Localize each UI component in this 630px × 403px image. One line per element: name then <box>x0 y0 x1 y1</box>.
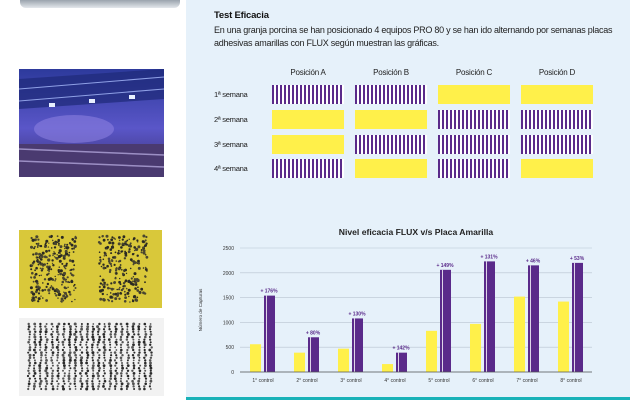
x-tick-label: 8° control <box>560 378 581 384</box>
bar-annotation: + 131% <box>480 254 498 260</box>
top-image-edge <box>20 0 180 8</box>
schedule-row-label: 1ª semana <box>214 90 248 99</box>
y-tick-label: 0 <box>231 370 234 376</box>
yellow-plate-cell <box>355 159 427 178</box>
yellow-plate-cell <box>521 85 593 104</box>
schedule-column-header: Posición A <box>290 68 326 77</box>
x-tick-label: 6° control <box>472 378 493 384</box>
section-title: Test Eficacia <box>214 10 269 21</box>
y-tick-label: 1000 <box>223 320 234 326</box>
flux-bar <box>308 337 319 372</box>
schedule-row-label: 2ª semana <box>214 115 248 124</box>
efficacy-bar-chart: Nivel eficacia FLUX v/s Placa Amarilla 0 5… <box>198 227 592 384</box>
yellow-plate-bar <box>294 352 305 372</box>
schedule-row-label: 3ª semana <box>214 140 248 149</box>
x-tick-label: 5° control <box>428 378 449 384</box>
yellow-plate-bar <box>382 364 393 372</box>
yellow-plate-cell <box>272 135 344 154</box>
schedule-column-header: Posición B <box>373 68 409 77</box>
bar-annotation: + 149% <box>436 263 454 269</box>
x-tick-label: 2° control <box>296 378 317 384</box>
bar-annotation: + 176% <box>260 289 278 295</box>
flux-plate-cell <box>438 110 510 129</box>
flux-bar <box>484 261 495 372</box>
flux-bar <box>396 352 407 372</box>
x-tick-label: 7° control <box>516 378 537 384</box>
flux-plate-cell <box>272 85 344 104</box>
yellow-plate-cell <box>272 110 344 129</box>
flux-plate-cell <box>438 159 510 178</box>
barn-photo-icon <box>19 69 164 177</box>
flux-bar <box>264 295 275 372</box>
schedule-column-header: Posición D <box>538 68 576 77</box>
bar-annotation: + 142% <box>392 346 410 352</box>
flux-plate-cell <box>521 135 593 154</box>
flux-plate-cell <box>355 85 427 104</box>
flux-bar <box>572 262 583 372</box>
flux-trap-photo-icon <box>19 318 164 396</box>
yellow-plate-bar <box>514 296 525 372</box>
x-tick-label: 3° control <box>340 378 361 384</box>
section-description: En una granja porcina se han posicionado… <box>214 25 613 48</box>
bar-annotation: + 53% <box>570 256 585 262</box>
x-tick-label: 1° control <box>252 378 273 384</box>
info-panel <box>186 0 630 397</box>
yellow-plate-cell <box>521 159 593 178</box>
flux-plate-cell <box>521 110 593 129</box>
yellow-plate-bar <box>558 301 569 372</box>
bar-annotation: + 46% <box>526 258 541 264</box>
bar-annotation: + 130% <box>348 311 366 317</box>
yellow-plate-cell <box>355 110 427 129</box>
yellow-plate-cell <box>438 85 510 104</box>
flux-plate-cell <box>355 135 427 154</box>
schedule-column-header: Posición C <box>455 68 493 77</box>
y-tick-label: 1500 <box>223 296 234 302</box>
accent-divider <box>186 397 630 400</box>
yellow-plate-bar <box>470 323 481 372</box>
flux-bar <box>352 318 363 372</box>
yellow-plate-bar <box>338 348 349 372</box>
flux-plate-cell <box>438 135 510 154</box>
chart-title: Nivel eficacia FLUX v/s Placa Amarilla <box>339 227 494 237</box>
flux-plate-cell <box>272 159 344 178</box>
yellow-sticky-trap-photo-icon <box>19 230 162 308</box>
y-axis-label: Número de Capturas <box>198 288 203 331</box>
flux-bar <box>528 265 539 372</box>
bar-annotation: + 80% <box>306 330 321 336</box>
flux-bar <box>440 269 451 372</box>
y-tick-label: 500 <box>226 345 235 351</box>
x-tick-label: 4° control <box>384 378 405 384</box>
schedule-row-label: 4ª semana <box>214 164 248 173</box>
y-tick-label: 2000 <box>223 271 234 277</box>
y-tick-label: 2500 <box>223 246 234 252</box>
yellow-plate-bar <box>426 330 437 372</box>
yellow-plate-bar <box>250 344 261 372</box>
